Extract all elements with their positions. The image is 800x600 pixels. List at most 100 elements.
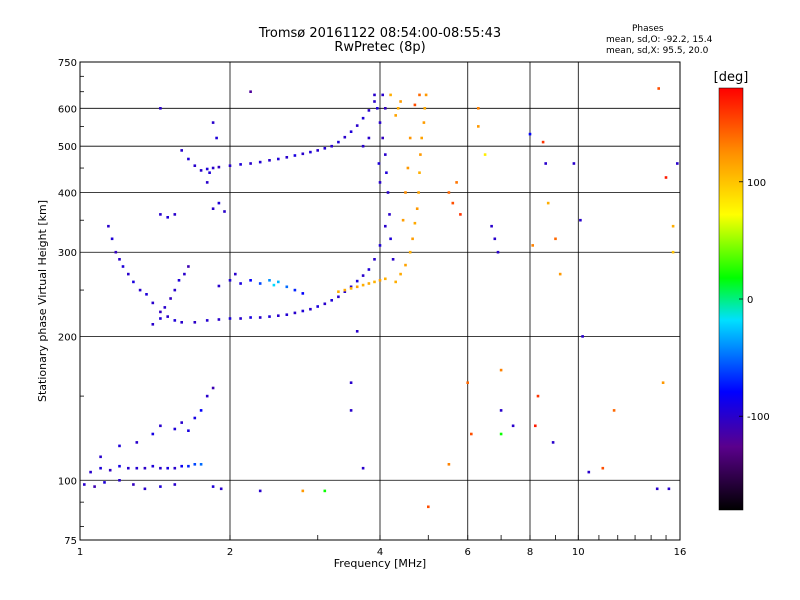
echo-point xyxy=(676,162,679,165)
echo-point xyxy=(258,316,262,319)
echo-point xyxy=(110,237,114,241)
echo-point xyxy=(268,279,271,282)
echo-point xyxy=(408,136,412,140)
chart-title: Tromsø 20161122 08:54:00-08:55:43 xyxy=(258,26,502,41)
echo-point xyxy=(258,282,262,285)
echo-point xyxy=(544,162,547,165)
echo-point xyxy=(337,295,340,299)
echo-point xyxy=(413,221,417,225)
echo-point xyxy=(408,250,412,254)
echo-point xyxy=(180,321,183,324)
echo-point xyxy=(447,463,451,466)
echo-point xyxy=(499,432,503,436)
echo-point xyxy=(205,394,209,398)
echo-point xyxy=(217,201,221,205)
echo-point xyxy=(424,93,428,97)
colorbar-tick-label: 100 xyxy=(747,178,766,189)
echo-point xyxy=(534,424,537,428)
echo-point xyxy=(217,318,221,321)
echo-point xyxy=(581,335,584,338)
echo-point xyxy=(228,317,232,320)
echo-point xyxy=(143,466,147,470)
echo-point xyxy=(418,93,421,97)
echo-point xyxy=(499,409,503,412)
echo-point xyxy=(373,100,376,103)
echo-point xyxy=(135,441,139,444)
echo-point xyxy=(427,505,430,509)
echo-point xyxy=(180,149,183,152)
echo-point xyxy=(572,162,576,165)
echo-point xyxy=(93,485,96,488)
echo-point xyxy=(301,309,305,313)
echo-point xyxy=(349,381,353,384)
echo-point xyxy=(343,135,347,139)
echo-point xyxy=(258,160,262,164)
echo-point xyxy=(127,272,130,276)
echo-point xyxy=(132,483,135,486)
echo-point xyxy=(323,147,327,150)
echo-point xyxy=(107,224,110,228)
echo-point xyxy=(531,244,534,247)
echo-point xyxy=(404,263,407,267)
echo-point xyxy=(228,279,232,282)
echo-point xyxy=(664,176,668,179)
echo-point xyxy=(536,394,540,398)
echo-point xyxy=(386,191,390,194)
echo-point xyxy=(367,109,371,112)
echo-point xyxy=(285,285,289,289)
colorbar-tick-label: -100 xyxy=(747,412,770,423)
y-tick-label: 75 xyxy=(64,536,77,547)
echo-point xyxy=(391,258,395,261)
echo-point xyxy=(208,171,211,174)
echo-point xyxy=(277,280,280,284)
phase-stats: Phases mean, sd,O: -92.2, 15.4 mean, sd,… xyxy=(606,24,712,57)
echo-point xyxy=(309,307,312,311)
echo-point xyxy=(384,277,387,281)
echo-point xyxy=(399,100,402,103)
echo-point xyxy=(277,157,280,161)
echo-point xyxy=(343,288,347,292)
y-tick-label: 750 xyxy=(58,58,77,69)
echo-point xyxy=(349,130,353,133)
echo-point xyxy=(389,237,392,241)
echo-point xyxy=(103,481,106,484)
echo-point xyxy=(528,132,532,136)
echo-point xyxy=(169,297,172,300)
echo-point xyxy=(159,107,162,110)
echo-point xyxy=(579,218,582,222)
echo-point xyxy=(159,213,162,216)
echo-point xyxy=(612,409,616,412)
echo-point xyxy=(187,464,190,468)
y-tick-label: 500 xyxy=(58,142,77,153)
echo-point xyxy=(337,290,340,293)
echo-point xyxy=(138,288,142,292)
echo-point xyxy=(330,299,333,302)
echo-point xyxy=(135,466,139,470)
echo-point xyxy=(418,171,421,174)
echo-point xyxy=(377,162,381,165)
echo-point xyxy=(166,216,169,219)
echo-point xyxy=(477,125,480,128)
echo-point xyxy=(159,317,162,320)
echo-point xyxy=(541,140,545,144)
colorbar-tick-label: 0 xyxy=(747,295,753,306)
echo-point xyxy=(404,191,407,194)
echo-point xyxy=(199,463,203,466)
echo-point xyxy=(249,279,252,282)
echo-point xyxy=(211,386,215,390)
echo-point xyxy=(661,381,665,384)
echo-point xyxy=(173,319,177,322)
echo-point xyxy=(268,315,271,318)
phase-stats-header: Phases xyxy=(632,24,664,34)
echo-point xyxy=(355,285,359,289)
echo-point xyxy=(378,244,382,247)
echo-point xyxy=(337,140,340,144)
echo-point xyxy=(145,293,148,296)
echo-point xyxy=(422,121,426,124)
echo-point xyxy=(396,107,400,110)
echo-point xyxy=(349,409,353,412)
echo-point xyxy=(361,466,365,470)
echo-point xyxy=(413,103,417,107)
echo-point xyxy=(499,368,503,372)
echo-point xyxy=(415,207,419,210)
